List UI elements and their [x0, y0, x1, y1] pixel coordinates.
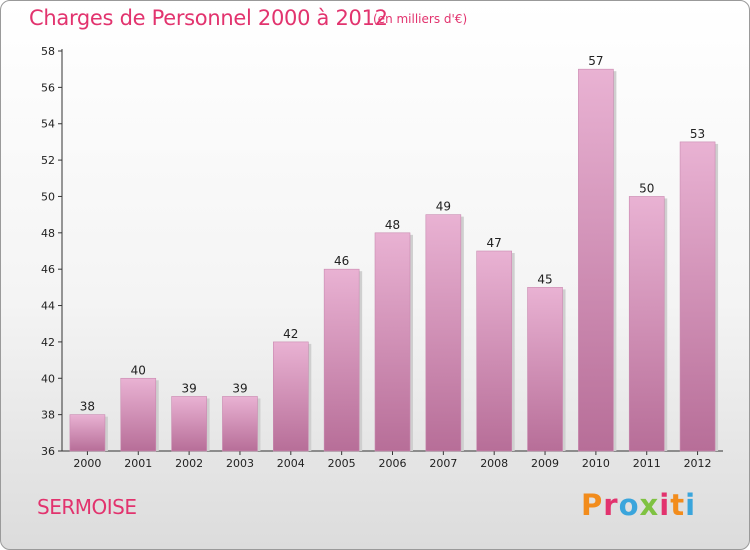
data-label: 42: [283, 327, 298, 341]
x-tick-label: 2008: [480, 457, 508, 470]
x-tick-label: 2010: [582, 457, 610, 470]
bar-2005: [323, 268, 360, 452]
y-tick-label: 44: [41, 300, 55, 313]
data-label: 48: [385, 218, 400, 232]
data-label: 49: [436, 200, 451, 214]
bar-2002: [171, 396, 207, 452]
y-tick-label: 46: [41, 263, 55, 276]
data-label: 47: [487, 236, 502, 250]
data-label: 45: [537, 272, 552, 286]
bar-2004: [273, 341, 309, 452]
x-tick-label: 2005: [328, 457, 356, 470]
data-label: 38: [80, 400, 95, 414]
data-label: 40: [131, 363, 146, 377]
chart-title: Charges de Personnel 2000 à 2012: [29, 6, 388, 30]
data-label: 50: [639, 181, 654, 195]
logo-letter: t: [670, 488, 686, 522]
logo-letter: i: [685, 488, 697, 522]
bar-2010: [578, 68, 614, 452]
bar-2012: [679, 141, 716, 452]
commune-name: SERMOISE: [37, 495, 137, 519]
x-tick-label: 2012: [684, 457, 712, 470]
x-tick-label: 2006: [379, 457, 407, 470]
x-tick-label: 2000: [73, 457, 101, 470]
bar-2008: [476, 250, 512, 452]
data-label: 39: [181, 381, 196, 395]
data-label: 46: [334, 254, 349, 268]
y-tick-label: 54: [41, 118, 55, 131]
logo-letter: x: [639, 488, 660, 522]
logo-letter: i: [659, 488, 671, 522]
bar-2000: [69, 414, 106, 452]
data-label: 39: [232, 381, 247, 395]
data-label: 57: [588, 54, 603, 68]
bar-2006: [374, 232, 411, 452]
proxiti-logo[interactable]: Proxiti: [581, 488, 696, 522]
x-tick-label: 2009: [531, 457, 559, 470]
bar-2011: [628, 196, 665, 452]
logo-letter: P: [581, 488, 604, 522]
x-tick-label: 2002: [175, 457, 203, 470]
x-tick-label: 2001: [124, 457, 152, 470]
data-label: 53: [690, 127, 705, 141]
bar-2003: [222, 396, 258, 452]
y-tick-label: 56: [41, 81, 55, 94]
bar-2001: [120, 377, 157, 452]
x-tick-label: 2011: [633, 457, 661, 470]
x-tick-label: 2007: [429, 457, 457, 470]
x-tick-label: 2003: [226, 457, 254, 470]
y-tick-label: 38: [41, 409, 55, 422]
y-tick-label: 42: [41, 336, 55, 349]
y-tick-label: 58: [41, 45, 55, 58]
logo-letter: r: [603, 488, 619, 522]
chart-subtitle: (en milliers d'€): [373, 12, 468, 26]
y-tick-label: 40: [41, 372, 55, 385]
y-tick-label: 36: [41, 445, 55, 458]
bar-2007: [425, 214, 462, 452]
logo-letter: o: [618, 488, 640, 522]
x-tick-label: 2004: [277, 457, 305, 470]
y-tick-label: 48: [41, 227, 55, 240]
y-tick-label: 52: [41, 154, 55, 167]
y-tick-label: 50: [41, 190, 55, 203]
bar-2009: [527, 287, 563, 452]
